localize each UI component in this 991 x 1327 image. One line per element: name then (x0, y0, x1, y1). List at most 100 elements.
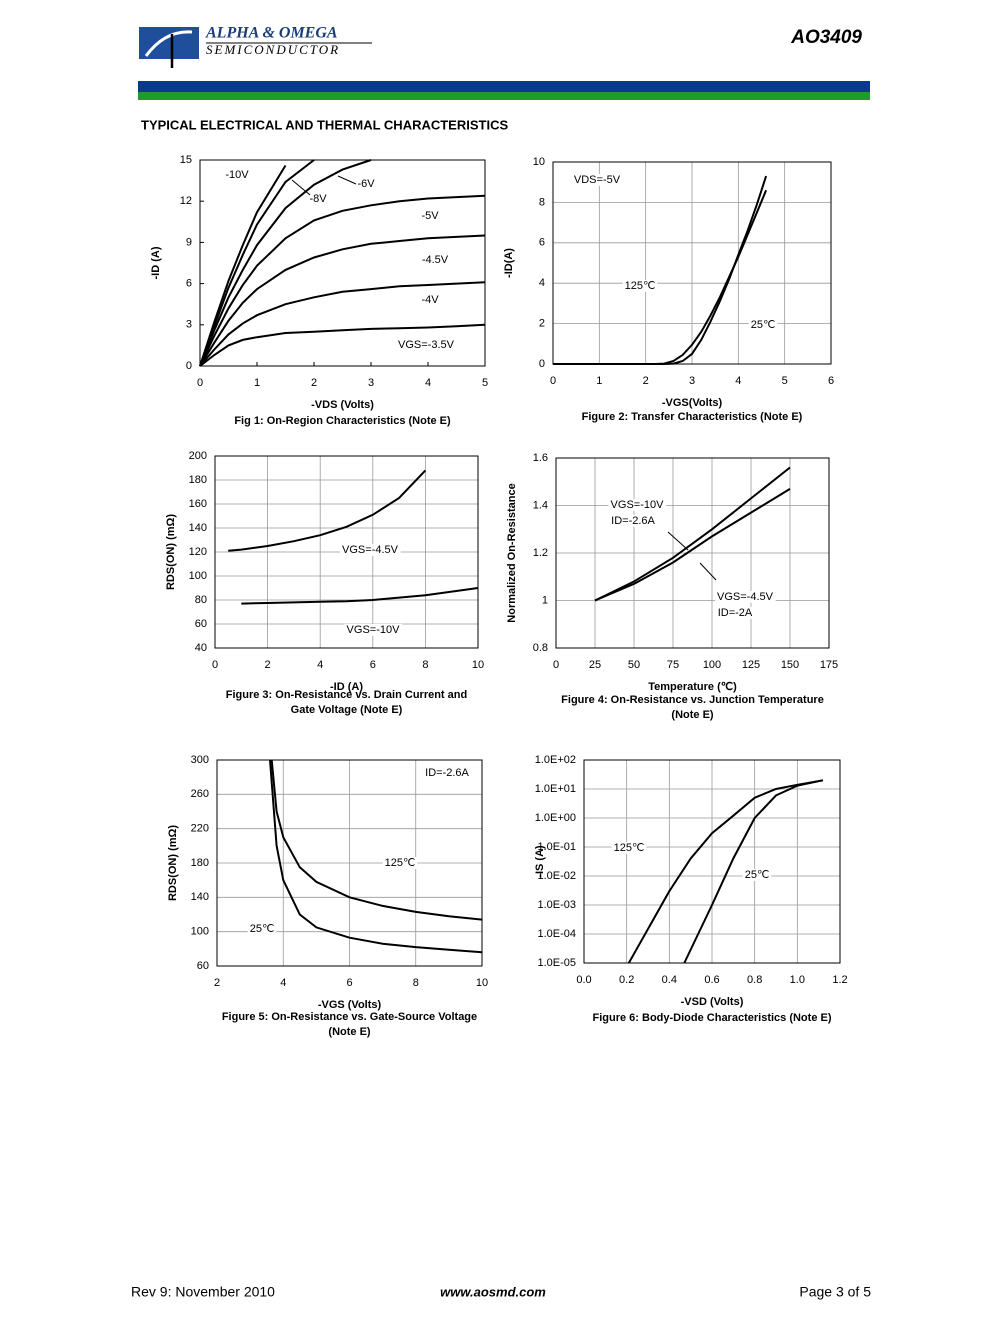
x-axis-label: -VGS (Volts) (318, 999, 382, 1011)
arrow (667, 531, 689, 551)
figure-caption: Figure 3: On-Resistance vs. Drain Curren… (226, 689, 467, 701)
y-tick-label: 1.0E+01 (535, 783, 576, 795)
x-tick-label: 5 (482, 377, 488, 389)
y-tick-label: 6 (186, 278, 192, 290)
y-tick-label: 6 (539, 237, 545, 249)
y-tick-label: 10 (533, 156, 545, 168)
curve (270, 759, 483, 921)
annotation: ID=-2A (718, 607, 753, 619)
figure-caption: Figure 5: On-Resistance vs. Gate-Source … (222, 1011, 477, 1023)
series-label: 25℃ (250, 923, 275, 935)
x-tick-label: 8 (422, 659, 428, 671)
y-tick-label: 80 (195, 594, 207, 606)
figure-caption: Figure 6: Body-Diode Characteristics (No… (593, 1012, 832, 1024)
x-tick-label: 4 (317, 659, 323, 671)
y-tick-label: 1.4 (533, 499, 548, 511)
logo (139, 27, 199, 68)
x-tick-label: 100 (703, 659, 721, 671)
x-tick-label: 0 (197, 377, 203, 389)
series-label: -6V (357, 178, 375, 190)
label-background (247, 922, 277, 935)
figure-caption: Figure 2: Transfer Characteristics (Note… (582, 411, 803, 423)
x-tick-label: 125 (742, 659, 760, 671)
label-background (423, 766, 472, 779)
x-tick-label: 150 (781, 659, 799, 671)
series-label: 25℃ (745, 869, 770, 881)
y-axis-label: -IS (A) (534, 845, 546, 878)
plot-frame (583, 759, 841, 964)
series-label: 25℃ (751, 319, 776, 331)
x-axis-label: -VDS (Volts) (311, 399, 374, 411)
curve (553, 189, 768, 365)
y-axis-label: RDS(ON) (mΩ) (165, 514, 177, 590)
curve (199, 194, 486, 367)
y-tick-label: 180 (189, 474, 207, 486)
label-background (223, 168, 252, 181)
x-tick-label: 1.0 (790, 974, 805, 986)
y-tick-label: 1.0E-04 (537, 928, 576, 940)
footer-page: Page 3 of 5 (799, 1284, 871, 1300)
label-background (396, 338, 457, 351)
x-tick-label: 4 (280, 977, 286, 989)
company-name: ALPHA & OMEGA (205, 25, 338, 42)
series-label: VGS=-10V (611, 499, 665, 511)
x-tick-label: 0.0 (576, 974, 591, 986)
y-tick-label: 1.0E-03 (537, 899, 576, 911)
x-tick-label: 0.8 (747, 974, 762, 986)
series-label: -8V (309, 193, 327, 205)
x-tick-label: 5 (782, 375, 788, 387)
curve (199, 164, 287, 367)
y-tick-label: 300 (191, 754, 209, 766)
plot-frame (555, 457, 830, 649)
x-tick-label: 2 (643, 375, 649, 387)
y-tick-label: 60 (197, 960, 209, 972)
y-tick-label: 1.0E+02 (535, 754, 576, 766)
footer-website: www.aosmd.com (440, 1284, 546, 1299)
y-tick-label: 1.0E+00 (535, 812, 576, 824)
y-tick-label: 1.6 (533, 452, 548, 464)
y-tick-label: 40 (195, 642, 207, 654)
x-tick-label: 6 (828, 375, 834, 387)
y-tick-label: 4 (539, 277, 545, 289)
label-background (622, 279, 658, 292)
y-axis-label: RDS(ON) (mΩ) (167, 825, 179, 901)
footer-revision: Rev 9: November 2010 (131, 1284, 275, 1300)
label-background (571, 173, 623, 186)
curve (228, 469, 427, 552)
label-background (355, 177, 378, 190)
plot-frame (552, 161, 832, 365)
x-tick-label: 0 (553, 659, 559, 671)
curve (594, 466, 791, 602)
figure-caption: Gate Voltage (Note E) (291, 704, 403, 716)
x-tick-label: 0.2 (619, 974, 634, 986)
x-tick-label: 2 (265, 659, 271, 671)
label-background (608, 498, 667, 511)
series-label: VGS=-3.5V (398, 339, 455, 351)
x-tick-label: 0.6 (704, 974, 719, 986)
label-background (715, 606, 755, 619)
x-tick-label: 175 (820, 659, 838, 671)
x-tick-label: 3 (689, 375, 695, 387)
curve (553, 175, 768, 365)
label-background (307, 192, 330, 205)
y-tick-label: 180 (191, 857, 209, 869)
x-tick-label: 6 (370, 659, 376, 671)
series-label: -5V (421, 210, 439, 222)
x-tick-label: 1 (596, 375, 602, 387)
curve (199, 159, 372, 367)
x-tick-label: 1 (254, 377, 260, 389)
label-background (609, 514, 658, 527)
series-label: 125℃ (385, 857, 416, 869)
label-background (748, 318, 778, 331)
y-tick-label: 1 (542, 594, 548, 606)
y-tick-label: 60 (195, 618, 207, 630)
label-background (382, 856, 418, 869)
y-tick-label: 12 (180, 195, 192, 207)
y-axis-label: -ID(A) (503, 248, 515, 278)
y-tick-label: 100 (189, 570, 207, 582)
y-tick-label: 1.0E-05 (537, 957, 576, 969)
y-tick-label: 260 (191, 788, 209, 800)
y-tick-label: 2 (539, 318, 545, 330)
curve (199, 281, 486, 367)
label-background (742, 868, 772, 881)
